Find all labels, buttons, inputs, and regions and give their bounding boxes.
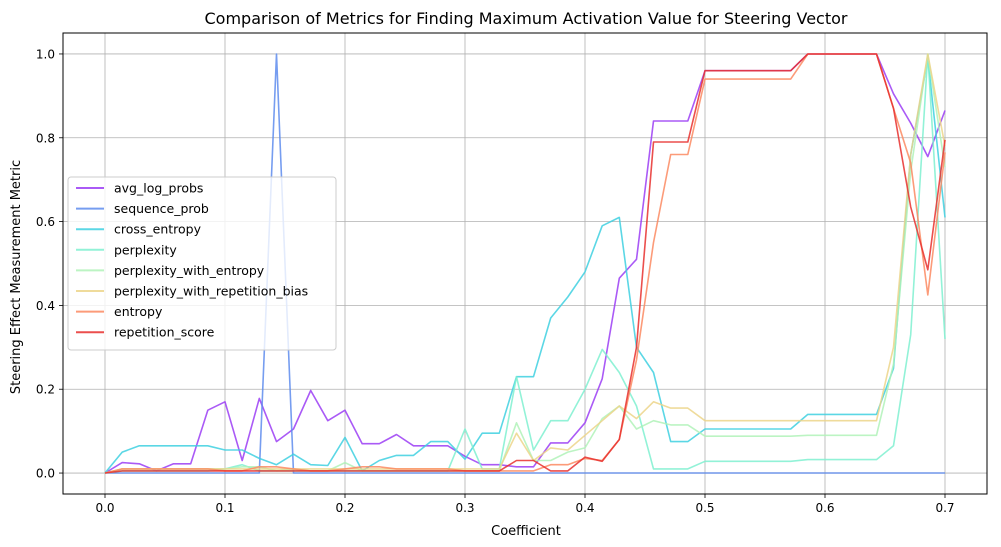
legend-label: perplexity_with_entropy: [114, 263, 265, 278]
legend-label: perplexity_with_repetition_bias: [114, 284, 308, 299]
x-tick-label: 0.7: [935, 501, 954, 515]
y-tick-label: 0.0: [36, 467, 55, 481]
y-axis-label: Steering Effect Measurement Metric: [9, 160, 24, 394]
y-tick-label: 0.6: [36, 215, 55, 229]
legend-label: sequence_prob: [114, 201, 209, 216]
y-tick-label: 1.0: [36, 47, 55, 61]
y-tick-label: 0.8: [36, 131, 55, 145]
x-tick-label: 0.4: [575, 501, 594, 515]
plot-frame: [62, 32, 988, 495]
series-lines: [104, 53, 946, 474]
legend: avg_log_probs sequence_prob cross_entropyp…: [67, 176, 337, 351]
series-line-sequence-prob: [105, 53, 945, 474]
series-line-perplexity: [104, 53, 946, 474]
legend-box: [67, 176, 337, 351]
legend-label: cross_entropy: [114, 222, 202, 237]
x-tick-label: 0.0: [95, 501, 114, 515]
legend-label: repetition_score: [114, 325, 215, 340]
series-line-perplexity-with-entropy: [104, 53, 946, 474]
x-tick-label: 0.3: [455, 501, 474, 515]
legend-label: perplexity: [114, 242, 177, 257]
series-line-repetition-score: [104, 53, 946, 474]
x-tick-label: 0.2: [335, 501, 354, 515]
x-axis-label: Coefficient: [491, 524, 561, 539]
x-tick-label: 0.5: [695, 501, 714, 515]
chart-title: Comparison of Metrics for Finding Maximu…: [205, 9, 848, 28]
legend-label: entropy: [114, 304, 163, 319]
legend-label: avg_log_probs: [114, 181, 203, 196]
y-tick-label: 0.4: [36, 299, 55, 313]
series-line-cross-entropy: [104, 57, 946, 474]
y-tick-label: 0.2: [36, 383, 55, 397]
series-line-perplexity-with-repetition-bias: [104, 53, 946, 474]
axis-ticks: 0.0 0.1 0.2 0.3 0.4 0.5 0.6 0.7 0.0 0.2 0.4 0.6 0.8 1…: [36, 47, 955, 515]
x-tick-label: 0.6: [815, 501, 834, 515]
x-tick-label: 0.1: [215, 501, 234, 515]
